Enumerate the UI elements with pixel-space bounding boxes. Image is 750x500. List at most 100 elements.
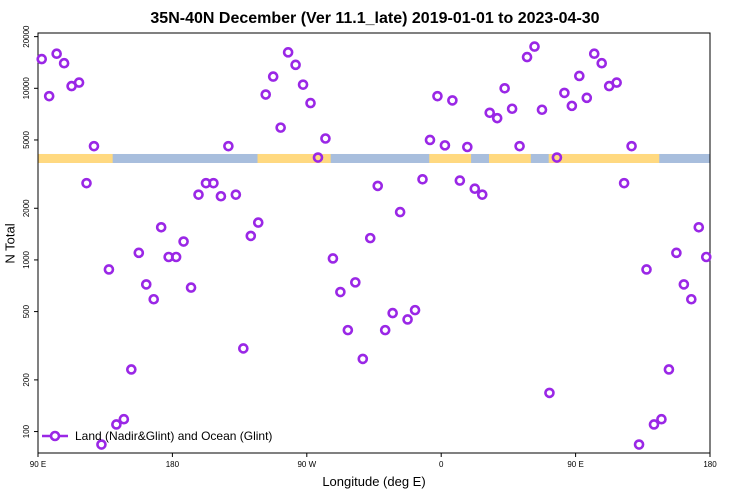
data-point: [544, 387, 555, 399]
data-point: [402, 314, 413, 325]
data-point: [185, 282, 197, 293]
data-point: [574, 70, 585, 82]
data-point: [700, 251, 712, 263]
plot-background: [38, 33, 710, 453]
data-point: [140, 279, 152, 290]
data-point: [551, 152, 563, 163]
data-point: [170, 251, 182, 263]
y-tick-label: 500: [22, 304, 31, 318]
legend: Land (Nadir&Glint) and Ocean (Glint): [42, 429, 272, 443]
data-point: [208, 177, 219, 189]
data-point: [514, 140, 525, 152]
y-tick-label: 200: [22, 373, 31, 387]
y-tick-label: 10000: [22, 77, 31, 100]
data-point: [626, 140, 637, 152]
data-point: [588, 48, 600, 60]
x-tick-label: 180: [703, 460, 717, 469]
data-point: [297, 79, 309, 90]
data-point: [111, 419, 122, 430]
data-point: [58, 57, 70, 69]
data-point: [290, 59, 301, 71]
data-points: [36, 41, 712, 450]
axes: 100 200 500 1000 2000 5000 10000 20000 90 E 180 90…: [22, 25, 717, 469]
data-point: [596, 57, 608, 69]
data-point: [529, 41, 540, 52]
data-point: [215, 190, 227, 202]
x-tick-label: 90 E: [567, 460, 583, 469]
data-point: [260, 89, 272, 100]
legend-label: Land (Nadir&Glint) and Ocean (Glint): [75, 429, 272, 443]
land-band-segment: [257, 153, 331, 163]
data-point: [103, 264, 115, 275]
data-point: [193, 189, 204, 200]
x-axis-label: Longitude (deg E): [322, 474, 426, 489]
data-point: [432, 90, 443, 102]
data-point: [663, 364, 675, 375]
data-point: [155, 221, 167, 233]
data-point: [641, 264, 652, 275]
land-band-segment: [548, 153, 660, 163]
data-point: [36, 53, 48, 65]
data-point: [245, 230, 257, 242]
y-tick-label: 20000: [22, 25, 31, 48]
plot-frame: [37, 32, 711, 454]
data-point: [394, 206, 406, 218]
legend-marker: [49, 430, 61, 442]
chart-title: 35N-40N December (Ver 11.1_late) 2019-01…: [150, 10, 600, 27]
y-tick-label: 5000: [22, 131, 31, 149]
data-point: [350, 277, 361, 288]
x-tick-label: 90 W: [297, 460, 316, 469]
data-point: [372, 180, 384, 192]
data-point: [267, 71, 279, 82]
data-point: [686, 293, 697, 305]
data-point: [671, 247, 682, 259]
data-point: [275, 122, 286, 133]
data-point: [252, 217, 264, 228]
data-point: [51, 48, 62, 60]
data-point: [238, 343, 249, 354]
x-tick-label: 180: [166, 460, 180, 469]
y-tick-label: 100: [22, 424, 31, 438]
data-point: [223, 140, 234, 152]
data-point: [566, 100, 578, 112]
ocean-band: [38, 153, 710, 163]
data-point: [73, 77, 85, 88]
data-point: [327, 253, 339, 264]
data-point: [133, 247, 145, 259]
data-point: [559, 87, 570, 99]
data-point: [611, 77, 622, 88]
data-point: [126, 364, 137, 375]
data-point: [88, 140, 100, 152]
data-point: [491, 112, 503, 124]
x-tick-label: 0: [439, 460, 444, 469]
data-point: [96, 439, 107, 450]
data-point: [469, 183, 481, 195]
data-point: [581, 92, 593, 104]
data-point: [335, 286, 346, 298]
y-tick-label: 2000: [22, 199, 31, 217]
land-band-segment: [38, 153, 113, 163]
data-point: [424, 134, 436, 146]
data-point: [282, 47, 294, 58]
data-point: [476, 189, 488, 200]
data-point: [43, 90, 55, 102]
data-point: [342, 324, 354, 336]
data-point: [320, 133, 331, 144]
data-point: [178, 236, 189, 247]
land-band-segment: [488, 153, 531, 163]
data-point: [312, 152, 324, 163]
data-point: [409, 304, 421, 316]
data-point: [305, 97, 316, 109]
data-point: [417, 173, 428, 185]
data-point: [462, 141, 473, 153]
land-ocean-band: [38, 153, 710, 163]
land-band-segment: [429, 153, 472, 163]
data-point: [454, 175, 466, 186]
data-point: [648, 419, 660, 430]
x-tick-label: 90 E: [30, 460, 46, 469]
data-point: [379, 324, 391, 336]
data-point: [536, 104, 548, 116]
data-point: [447, 95, 458, 106]
data-point: [387, 307, 398, 319]
